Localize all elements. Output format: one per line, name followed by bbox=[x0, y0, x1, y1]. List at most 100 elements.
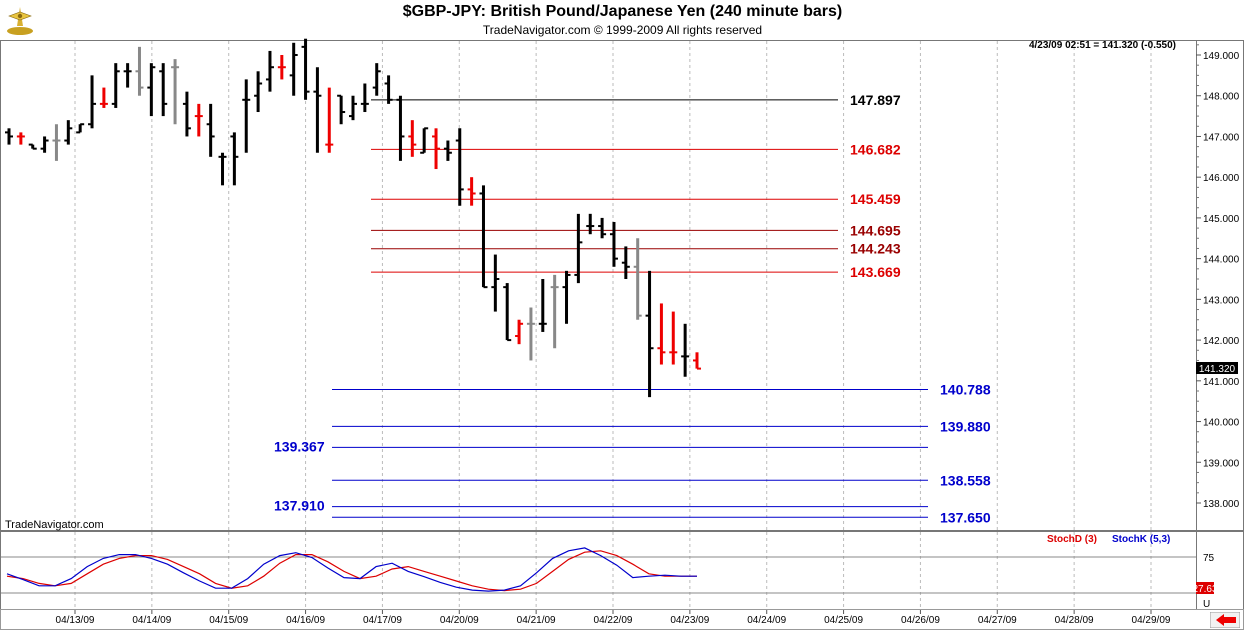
ohlc-bar bbox=[265, 50, 274, 92]
ohlc-bar bbox=[669, 311, 678, 365]
level-lines: 147.897 146.682 145.459 144.695 144.243 143.6… bbox=[274, 92, 991, 525]
stoch-d-line bbox=[6, 550, 697, 592]
price-tick-label: 148.000 bbox=[1203, 92, 1240, 103]
level-label-lower: 137.910 bbox=[274, 498, 325, 514]
stoch-tick-label: 75 bbox=[1203, 553, 1215, 564]
ohlc-bar bbox=[206, 103, 215, 157]
ohlc-bar bbox=[372, 63, 381, 96]
ohlc-bar bbox=[52, 124, 61, 161]
ohlc-bar bbox=[5, 128, 13, 145]
ohlc-bar bbox=[681, 323, 690, 377]
date-tick-label: 04/24/09 bbox=[747, 615, 786, 626]
ohlc-bar bbox=[515, 319, 524, 345]
ohlc-bar bbox=[479, 185, 488, 289]
ohlc-bar bbox=[420, 127, 429, 154]
ohlc-bar bbox=[586, 213, 595, 235]
ohlc-bar bbox=[538, 279, 547, 332]
ohlc-bar bbox=[621, 246, 630, 279]
ohlc-bar bbox=[301, 38, 310, 100]
ohlc-bar bbox=[360, 83, 369, 113]
last-price-marker bbox=[1196, 362, 1238, 374]
scroll-right-arrow-icon[interactable] bbox=[1210, 612, 1240, 628]
quote-readout: 4/23/09 02:51 = 141.320 (-0.550) bbox=[1029, 40, 1176, 51]
date-axis-frame bbox=[0, 609, 1244, 630]
ohlc-bar bbox=[562, 270, 571, 324]
axes: 04/13/09 04/14/09 04/15/09 04/16/09 04/17/09… bbox=[56, 44, 1240, 626]
ohlc-bar bbox=[633, 238, 642, 320]
date-tick-label: 04/17/09 bbox=[363, 615, 402, 626]
price-axis-frame bbox=[1196, 40, 1244, 531]
ohlc-bar bbox=[349, 95, 357, 121]
legend-stoch-d: StochD (3) bbox=[1047, 534, 1097, 545]
date-tick-label: 04/23/09 bbox=[670, 615, 709, 626]
price-bars bbox=[5, 38, 701, 398]
ohlc-bar bbox=[455, 128, 464, 206]
watermark-text: TradeNavigator.com bbox=[5, 519, 104, 531]
ohlc-bar bbox=[609, 221, 618, 267]
copyright-text: TradeNavigator.com © 1999-2009 All right… bbox=[482, 23, 763, 37]
level-label-lower: 138.558 bbox=[940, 472, 991, 488]
level-label-upper: 144.243 bbox=[850, 241, 901, 257]
ohlc-bar bbox=[503, 283, 512, 342]
price-tick-label: 139.000 bbox=[1203, 458, 1240, 469]
ohlc-bar bbox=[182, 91, 191, 137]
chart-header: $GBP-JPY: British Pound/Japanese Yen (24… bbox=[0, 0, 1245, 40]
ohlc-bar bbox=[432, 128, 441, 170]
ohlc-bar bbox=[64, 120, 73, 145]
date-tick-label: 04/14/09 bbox=[132, 615, 171, 626]
last-price-text: 141.320 bbox=[1199, 364, 1236, 375]
ohlc-bar bbox=[88, 75, 97, 129]
level-label-lower: 139.367 bbox=[274, 438, 325, 454]
ohlc-bar bbox=[230, 132, 239, 186]
ohlc-bar bbox=[550, 274, 559, 349]
ohlc-bar bbox=[337, 94, 346, 125]
trade-navigator-logo-icon bbox=[7, 7, 33, 35]
ohlc-bar bbox=[289, 42, 298, 96]
ohlc-bar bbox=[111, 63, 120, 108]
date-tick-label: 04/16/09 bbox=[286, 615, 325, 626]
ohlc-bar bbox=[384, 75, 393, 104]
level-label-lower: 137.650 bbox=[940, 509, 991, 525]
ohlc-bar bbox=[16, 132, 25, 145]
ohlc-bar bbox=[408, 120, 417, 157]
price-tick-label: 142.000 bbox=[1203, 336, 1240, 347]
stoch-bottom-label: U bbox=[1203, 599, 1210, 610]
stoch-axis-frame bbox=[1196, 531, 1244, 610]
date-tick-label: 04/15/09 bbox=[209, 615, 248, 626]
ohlc-bar bbox=[218, 152, 227, 186]
date-tick-label: 04/29/09 bbox=[1132, 615, 1171, 626]
level-label-upper: 146.682 bbox=[850, 141, 901, 157]
ohlc-bar bbox=[28, 143, 37, 150]
chart-title: $GBP-JPY: British Pound/Japanese Yen (24… bbox=[402, 3, 843, 20]
price-tick-label: 140.000 bbox=[1203, 418, 1240, 429]
ohlc-bar bbox=[277, 55, 286, 80]
price-panel-frame bbox=[0, 40, 1197, 531]
legend-stoch-k: StochK (5,3) bbox=[1112, 534, 1170, 545]
ohlc-bar bbox=[657, 303, 666, 365]
date-tick-label: 04/26/09 bbox=[901, 615, 940, 626]
ohlc-bar bbox=[467, 177, 476, 206]
date-tick-label: 04/20/09 bbox=[440, 615, 479, 626]
stoch-readout-marker bbox=[1196, 582, 1214, 594]
date-tick-label: 04/28/09 bbox=[1055, 615, 1094, 626]
level-label-lower: 139.880 bbox=[940, 418, 991, 434]
stochastic-panel: 75 bbox=[1, 547, 1215, 594]
level-label-upper: 145.459 bbox=[850, 191, 901, 207]
date-tick-label: 04/21/09 bbox=[517, 615, 556, 626]
price-tick-label: 143.000 bbox=[1203, 295, 1240, 306]
price-tick-label: 149.000 bbox=[1203, 51, 1240, 62]
ohlc-bar bbox=[76, 123, 85, 134]
date-tick-label: 04/13/09 bbox=[56, 615, 95, 626]
price-tick-label: 141.000 bbox=[1203, 377, 1240, 388]
ohlc-bar bbox=[313, 67, 322, 153]
price-tick-label: 146.000 bbox=[1203, 173, 1240, 184]
ohlc-bar bbox=[171, 59, 180, 125]
ohlc-bar bbox=[526, 307, 535, 361]
ohlc-bar bbox=[194, 103, 203, 137]
ohlc-bar bbox=[123, 63, 132, 88]
ohlc-bar bbox=[443, 140, 452, 161]
level-label-lower: 140.788 bbox=[940, 381, 991, 397]
ohlc-bar bbox=[491, 254, 500, 312]
level-label-upper: 143.669 bbox=[850, 264, 901, 280]
